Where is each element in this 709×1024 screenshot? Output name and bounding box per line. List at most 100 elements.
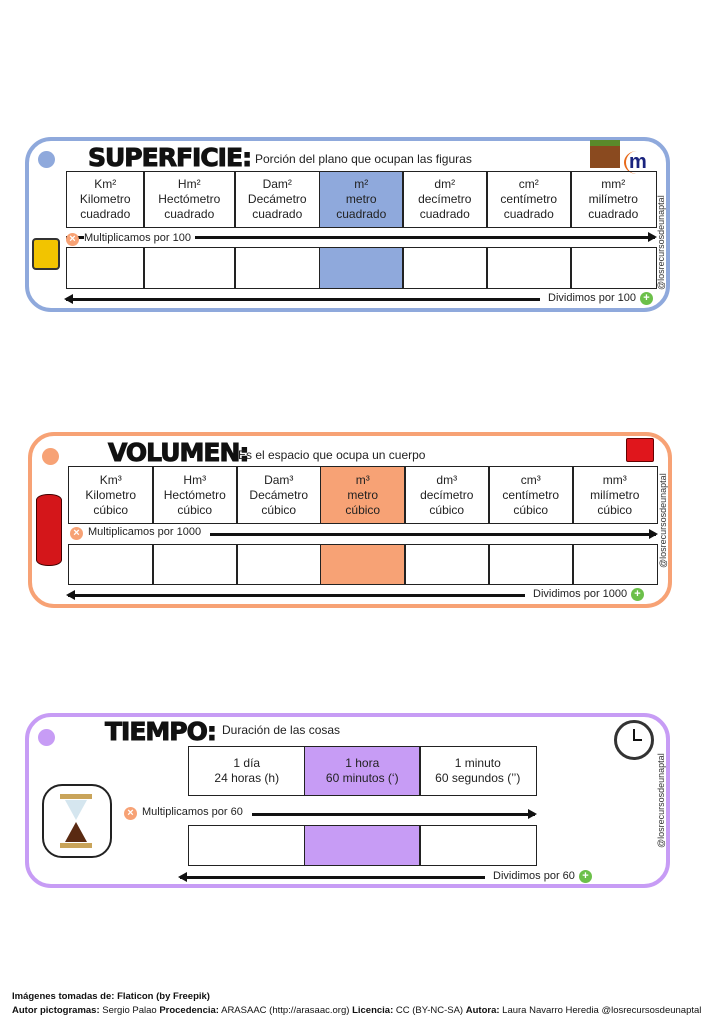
- footer-line-2: Autor pictogramas: Sergio Palao Proceden…: [12, 1005, 701, 1016]
- unit-cell: m² metro cuadrado: [319, 171, 404, 228]
- unit-symbol: mm²: [601, 177, 626, 191]
- answer-box[interactable]: [572, 544, 658, 585]
- answer-box[interactable]: [152, 544, 238, 585]
- answer-box[interactable]: [570, 247, 657, 289]
- value: ARASAAC (http://arasaac.org): [221, 1005, 350, 1016]
- divide-icon: +: [631, 588, 644, 601]
- tiempo-card: [25, 713, 670, 888]
- label: Autor pictogramas:: [12, 1005, 100, 1016]
- section-title: SUPERFICIE:: [87, 143, 252, 173]
- unit-symbol: cm²: [518, 177, 539, 191]
- unit-name: metro: [345, 192, 377, 206]
- unit-name: milímetro: [588, 192, 638, 206]
- unit-cell: Dam² Decámetro cuadrado: [234, 171, 321, 228]
- unit-cell: Hm² Hectómetro cuadrado: [143, 171, 236, 228]
- unit-cell: Km³ Kilometro cúbico: [68, 466, 154, 524]
- unit-name: centímetro: [502, 487, 560, 502]
- unit-symbol: 1 minuto: [454, 756, 501, 770]
- multiply-label: Multiplicamos por 60: [142, 806, 247, 818]
- unit-name: cúbico: [513, 502, 549, 517]
- unit-symbol: Km²: [94, 177, 117, 191]
- m2-label: m: [624, 151, 650, 174]
- divide-arrow: [66, 590, 525, 600]
- divide-label: Dividimos por 60: [493, 870, 575, 882]
- unit-symbol: Hm³: [183, 472, 207, 487]
- tape-measure-icon: [32, 238, 60, 270]
- unit-symbol: 1 hora: [345, 756, 380, 770]
- unit-name: cúbico: [261, 502, 297, 517]
- divide-label: Dividimos por 1000: [533, 588, 628, 600]
- unit-cell: dm³ decímetro cúbico: [404, 466, 490, 524]
- unit-name: milímetro: [590, 487, 640, 502]
- handle-text: @losrecursosdeunaptal: [656, 195, 666, 290]
- unit-cell: Km² Kilometro cuadrado: [66, 171, 145, 228]
- unit-cell: 1 día 24 horas (h): [188, 746, 306, 796]
- value: CC (BY-NC-SA): [395, 1005, 464, 1016]
- unit-symbol: dm³: [436, 472, 458, 487]
- label: Licencia:: [352, 1005, 394, 1016]
- multiply-icon: ×: [66, 233, 79, 246]
- unit-symbol: m³: [355, 472, 370, 487]
- cylinder-icon: [36, 494, 62, 566]
- unit-name: cuadrado: [164, 207, 215, 221]
- unit-name: decímetro: [418, 192, 472, 206]
- answer-box[interactable]: [236, 544, 322, 585]
- unit-cell: mm³ milímetro cúbico: [572, 466, 658, 524]
- unit-name: Kilometro: [85, 487, 137, 502]
- handle-text: @losrecursosdeunaptal: [658, 473, 668, 568]
- unit-name: centímetro: [500, 192, 558, 206]
- answer-box[interactable]: [419, 825, 537, 866]
- unit-name: cuadrado: [336, 207, 387, 221]
- unit-name: cuadrado: [80, 207, 131, 221]
- unit-cell: cm² centímetro cuadrado: [486, 171, 572, 228]
- unit-name: cúbico: [597, 502, 633, 517]
- unit-cell: Dam³ Decámetro cúbico: [236, 466, 322, 524]
- unit-cell: m³ metro cúbico: [320, 466, 406, 524]
- unit-cell: cm³ centímetro cúbico: [488, 466, 574, 524]
- multiply-arrow: [210, 529, 658, 539]
- answer-box[interactable]: [486, 247, 572, 289]
- answer-box[interactable]: [319, 247, 404, 289]
- answer-box[interactable]: [488, 544, 574, 585]
- unit-cell: dm² decímetro cuadrado: [402, 171, 488, 228]
- multiply-icon: ×: [70, 527, 83, 540]
- section-title: TIEMPO:: [105, 717, 218, 747]
- unit-name: Kilometro: [79, 192, 131, 206]
- answer-box[interactable]: [320, 544, 406, 585]
- answer-box[interactable]: [68, 544, 154, 585]
- unit-symbol: 1 día: [233, 756, 261, 770]
- unit-symbol: Km³: [99, 472, 122, 487]
- multiply-label: Multiplicamos por 1000: [88, 526, 206, 538]
- divide-icon: +: [640, 292, 653, 305]
- answer-box[interactable]: [404, 544, 490, 585]
- unit-name: 60 minutos (‘): [325, 771, 399, 785]
- answer-box[interactable]: [143, 247, 236, 289]
- unit-name: cuadrado: [419, 207, 470, 221]
- volumen-card: [28, 432, 672, 608]
- bullet-dot: [38, 729, 55, 746]
- value: Laura Navarro Heredia @losrecursosdeunap…: [502, 1005, 702, 1016]
- answer-box[interactable]: [402, 247, 488, 289]
- answer-box[interactable]: [304, 825, 421, 866]
- unit-name: cúbico: [345, 502, 381, 517]
- handle-text: @losrecursosdeunaptal: [656, 753, 666, 848]
- footer-line-1: Imágenes tomadas de: Flaticon (by Freepi…: [12, 991, 210, 1002]
- section-subtitle: Porción del plano que ocupan las figuras: [255, 152, 472, 166]
- answer-box[interactable]: [234, 247, 321, 289]
- unit-name: cuadrado: [588, 207, 639, 221]
- unit-name: metro: [347, 487, 379, 502]
- section-subtitle: Duración de las cosas: [222, 723, 341, 737]
- answer-box[interactable]: [188, 825, 306, 866]
- clock-icon: [614, 720, 654, 760]
- label: Procedencia:: [159, 1005, 219, 1016]
- unit-symbol: cm³: [520, 472, 541, 487]
- answer-box[interactable]: [66, 247, 145, 289]
- unit-name: 24 horas (h): [214, 771, 280, 785]
- section-subtitle: Es el espacio que ocupa un cuerpo: [238, 448, 426, 462]
- unit-cell: 1 hora 60 minutos (‘): [304, 746, 421, 796]
- unit-symbol: m²: [354, 177, 369, 191]
- unit-cell: mm² milímetro cuadrado: [570, 171, 657, 228]
- multiply-arrow: [66, 232, 657, 242]
- unit-cell: 1 minuto 60 segundos (’’): [419, 746, 537, 796]
